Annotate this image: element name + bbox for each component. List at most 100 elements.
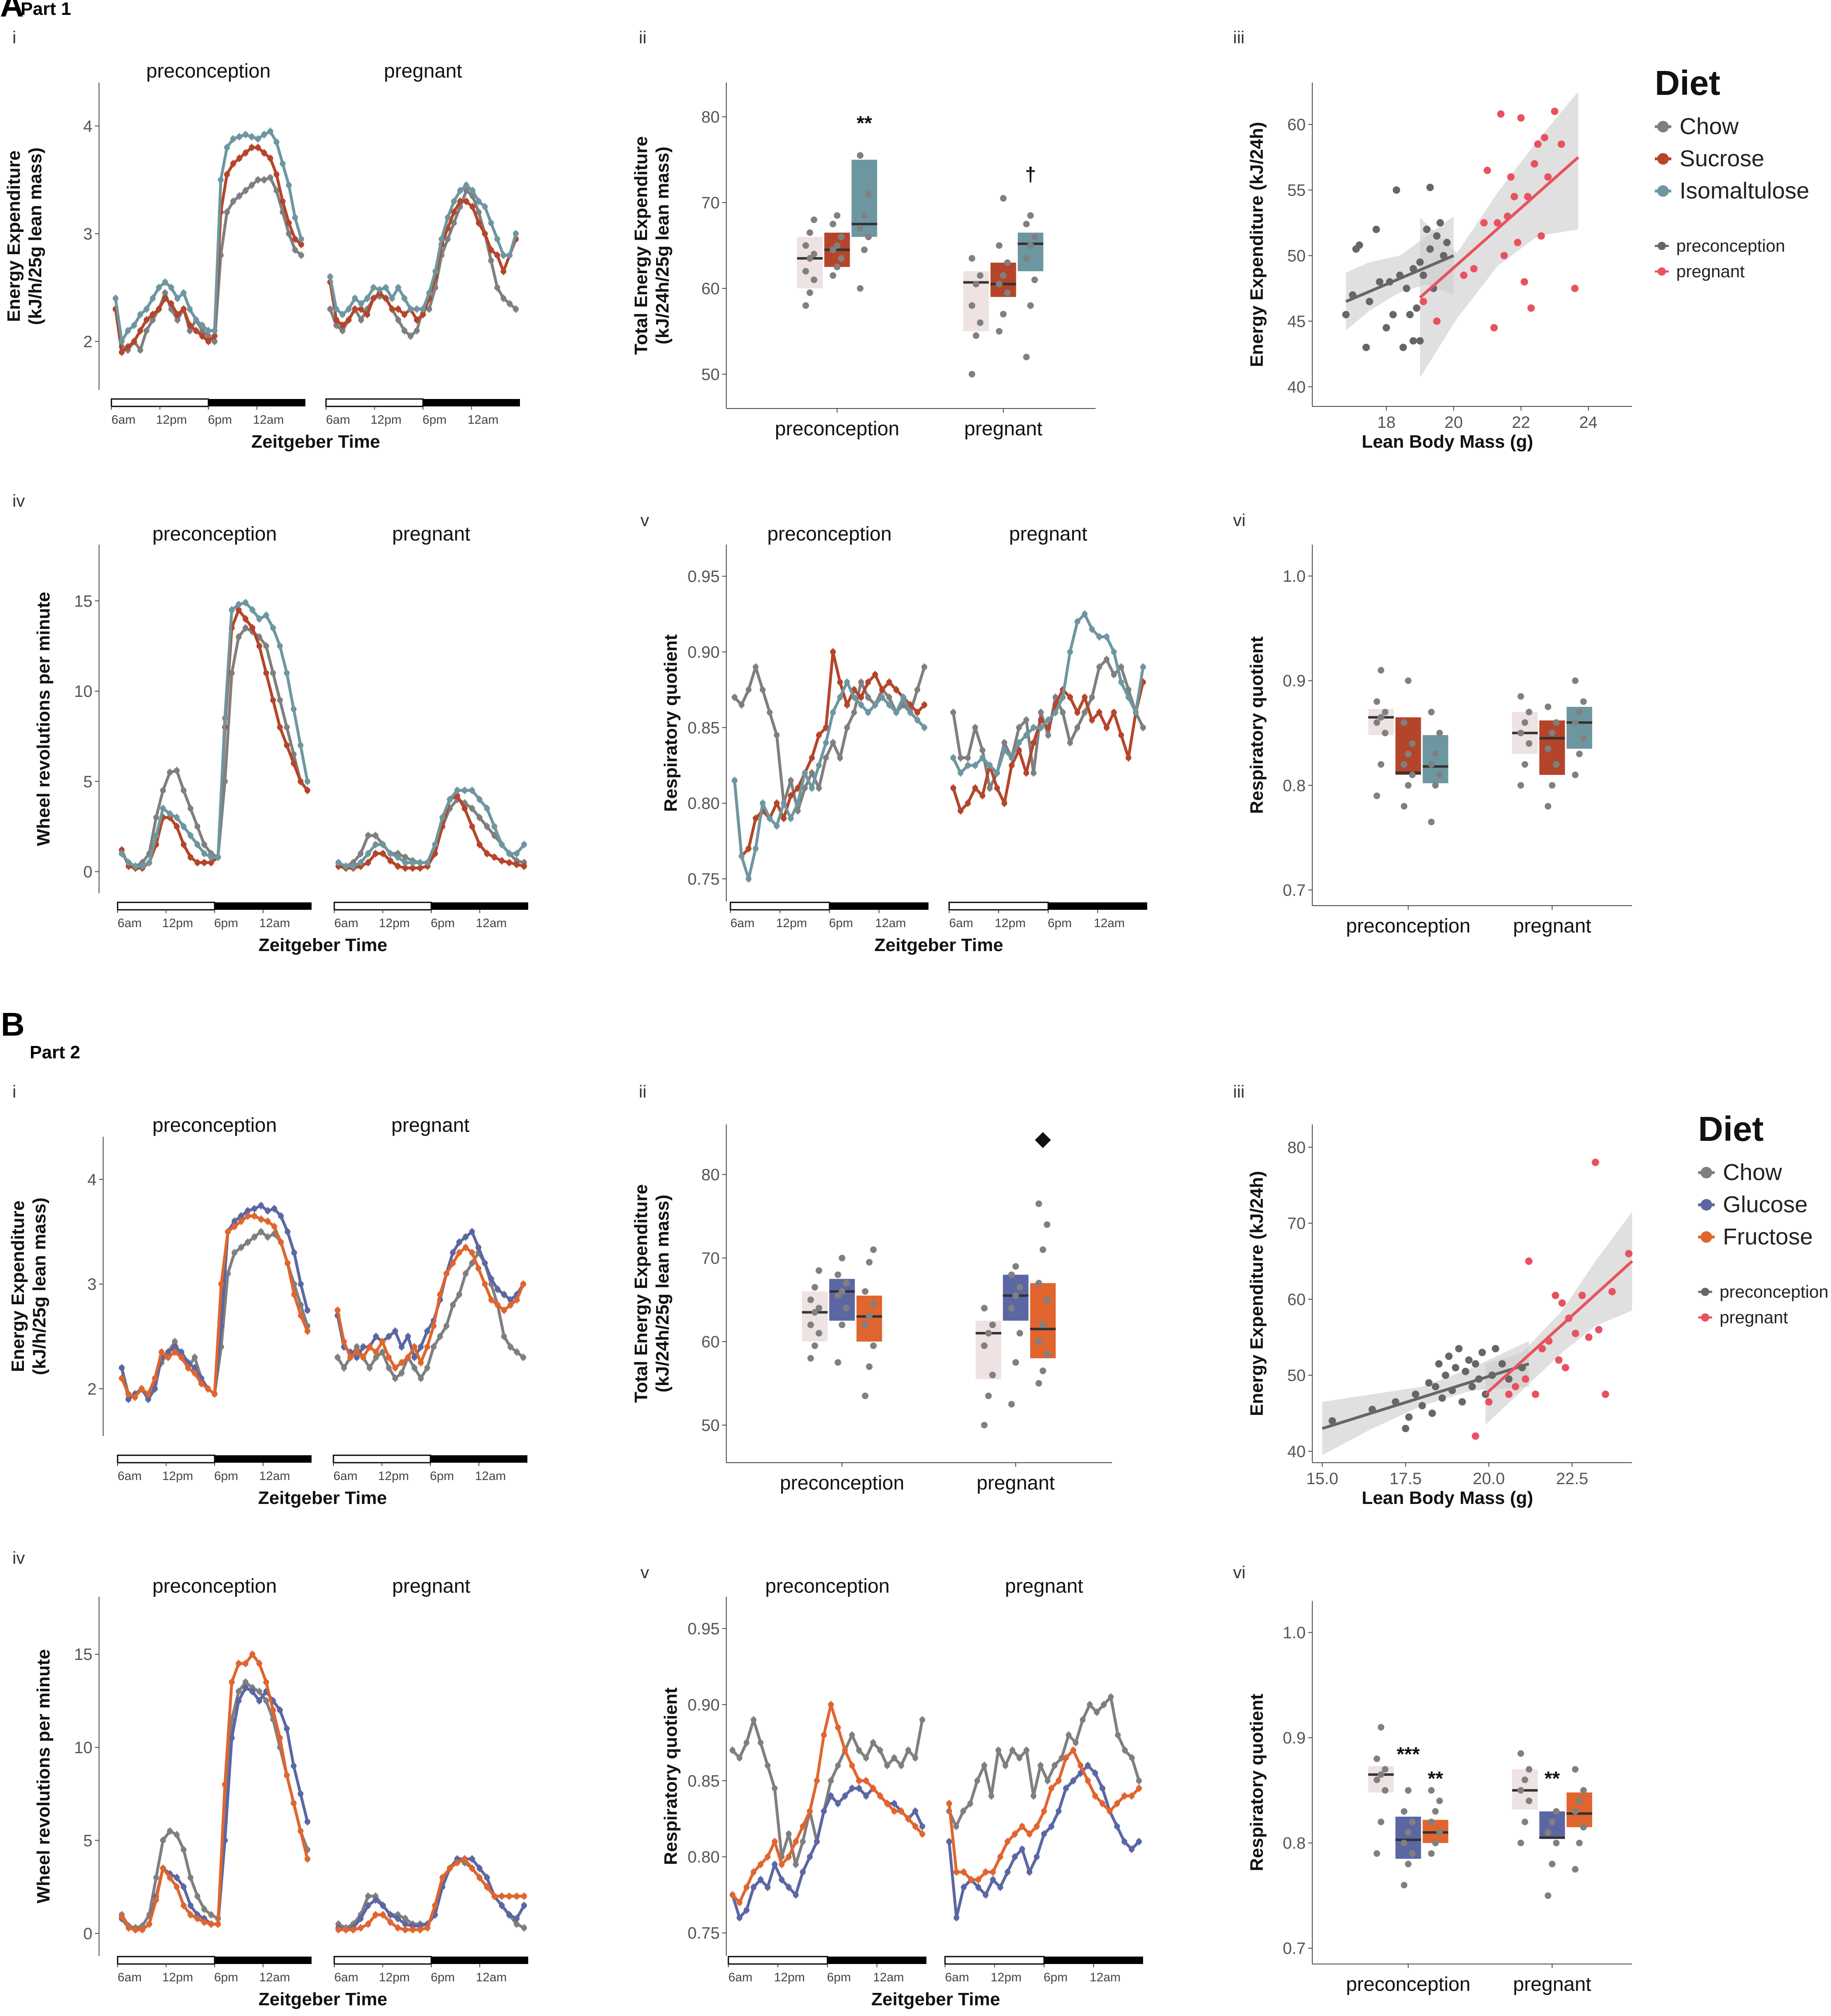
data-point <box>198 1381 204 1387</box>
scatter-point-pregnant <box>1485 1398 1493 1406</box>
data-point <box>380 850 386 857</box>
data-point <box>224 171 230 177</box>
category-label: preconception <box>1346 915 1471 937</box>
data-point <box>395 306 401 312</box>
data-point <box>865 694 871 700</box>
data-point <box>437 1333 443 1339</box>
scatter-point-preconception <box>1402 1425 1410 1433</box>
scatter-point-preconception <box>1438 1394 1446 1402</box>
data-point <box>905 1816 911 1822</box>
panel-roman: iv <box>12 1548 25 1567</box>
data-point <box>877 1747 883 1753</box>
data-point <box>424 1344 430 1350</box>
data-point <box>417 859 423 866</box>
jitter-point <box>1576 1797 1583 1804</box>
data-point <box>1094 1709 1100 1715</box>
data-point <box>1016 725 1022 731</box>
data-point <box>365 859 371 866</box>
data-point <box>174 824 180 830</box>
data-point <box>501 1307 507 1313</box>
data-point <box>463 198 469 205</box>
data-point <box>125 1925 132 1931</box>
data-point <box>851 709 857 715</box>
data-point <box>373 841 378 847</box>
data-point <box>236 1688 242 1695</box>
data-point <box>305 1856 310 1862</box>
data-point <box>469 805 475 812</box>
legend-key-dot <box>1701 1313 1709 1322</box>
data-point <box>788 793 794 799</box>
jitter-point <box>1405 1860 1412 1867</box>
data-point <box>849 1762 855 1768</box>
data-point <box>1077 1762 1084 1768</box>
jitter-point <box>1553 719 1560 726</box>
data-point <box>445 215 451 221</box>
data-point <box>454 1860 460 1866</box>
data-point <box>229 670 235 676</box>
jitter-point <box>1035 1380 1042 1387</box>
x-tick-label: 12am <box>468 413 499 427</box>
data-point <box>765 1762 771 1768</box>
data-point <box>265 1208 271 1214</box>
data-point <box>1118 679 1124 685</box>
data-point <box>746 876 752 882</box>
scatter-point-pregnant <box>1557 140 1565 148</box>
x-tick-label: 12pm <box>990 1971 1021 1984</box>
facet-label-preconception: preconception <box>767 523 892 545</box>
data-point <box>1037 1762 1044 1768</box>
data-point <box>898 1762 904 1768</box>
box <box>1539 720 1565 775</box>
scatter-point-preconception <box>1425 1379 1433 1387</box>
scatter-point-pregnant <box>1500 252 1508 260</box>
data-point <box>835 1762 841 1768</box>
data-point <box>919 1823 925 1830</box>
data-point <box>484 1884 490 1890</box>
data-point <box>800 1869 806 1875</box>
data-point <box>1129 1793 1135 1799</box>
data-point <box>779 1877 785 1883</box>
data-point <box>224 209 230 215</box>
data-point <box>245 1213 251 1219</box>
data-point <box>900 694 906 700</box>
box <box>990 262 1016 297</box>
data-point <box>432 1903 438 1909</box>
data-point <box>499 1903 505 1909</box>
data-point <box>968 1877 974 1883</box>
data-point <box>823 740 829 746</box>
data-point <box>185 1365 191 1371</box>
data-point <box>395 284 401 290</box>
jitter-point <box>1522 1818 1529 1825</box>
data-point <box>215 854 221 860</box>
data-point <box>245 1239 251 1245</box>
data-point <box>178 1354 184 1360</box>
data-point <box>1107 1808 1113 1814</box>
y-tick-label: 80 <box>1288 1138 1306 1157</box>
jitter-point <box>969 255 976 262</box>
data-point <box>263 1679 269 1685</box>
data-point <box>258 1202 264 1209</box>
data-point <box>767 709 773 715</box>
data-point <box>1030 770 1037 776</box>
data-point <box>997 1884 1003 1890</box>
data-point <box>987 762 993 768</box>
data-point <box>898 1808 904 1814</box>
scatter-point-pregnant <box>1595 1326 1603 1334</box>
data-point <box>405 1333 411 1339</box>
scatter-point-pregnant <box>1472 1432 1479 1440</box>
data-point <box>298 1791 304 1797</box>
data-point <box>181 787 187 793</box>
jitter-point <box>1526 740 1533 747</box>
data-point <box>921 702 927 708</box>
data-point <box>1074 618 1080 625</box>
data-point <box>872 672 878 678</box>
jitter-point <box>815 1330 822 1337</box>
data-point <box>410 1926 416 1933</box>
data-point <box>835 1724 841 1730</box>
jitter-point <box>1405 677 1412 684</box>
data-point <box>514 1349 520 1355</box>
data-point <box>156 284 162 290</box>
x-tick-label: 12pm <box>995 916 1025 930</box>
data-point <box>800 1823 806 1830</box>
jitter-point <box>1000 195 1007 202</box>
y-axis-title: (kJ/24h/25g lean mass) <box>652 146 673 344</box>
